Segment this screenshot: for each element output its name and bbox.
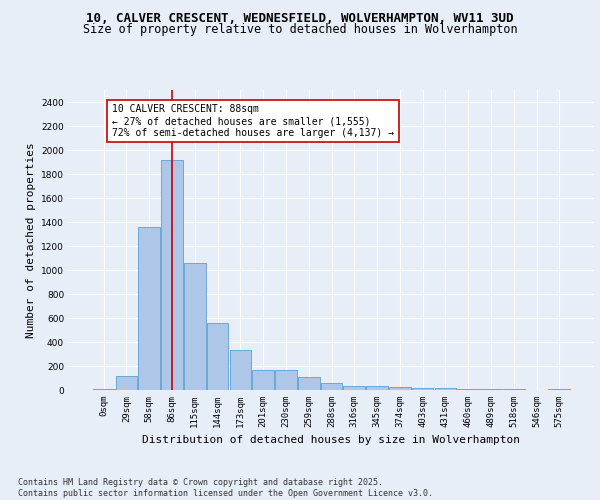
X-axis label: Distribution of detached houses by size in Wolverhampton: Distribution of detached houses by size …: [143, 436, 521, 446]
Bar: [320, 383, 343, 390]
Bar: [161, 160, 183, 390]
Bar: [480, 389, 502, 390]
Text: Size of property relative to detached houses in Wolverhampton: Size of property relative to detached ho…: [83, 22, 517, 36]
Bar: [343, 386, 365, 390]
Bar: [389, 387, 410, 390]
Bar: [366, 386, 388, 390]
Bar: [434, 388, 456, 390]
Bar: [230, 350, 251, 390]
Bar: [253, 370, 274, 390]
Bar: [93, 389, 115, 390]
Bar: [298, 378, 320, 390]
Text: 10, CALVER CRESCENT, WEDNESFIELD, WOLVERHAMPTON, WV11 3UD: 10, CALVER CRESCENT, WEDNESFIELD, WOLVER…: [86, 12, 514, 26]
Bar: [116, 376, 137, 390]
Bar: [275, 370, 297, 390]
Bar: [412, 388, 433, 390]
Text: Contains HM Land Registry data © Crown copyright and database right 2025.
Contai: Contains HM Land Registry data © Crown c…: [18, 478, 433, 498]
Y-axis label: Number of detached properties: Number of detached properties: [26, 142, 35, 338]
Bar: [457, 389, 479, 390]
Bar: [139, 227, 160, 390]
Bar: [207, 323, 229, 390]
Text: 10 CALVER CRESCENT: 88sqm
← 27% of detached houses are smaller (1,555)
72% of se: 10 CALVER CRESCENT: 88sqm ← 27% of detac…: [112, 104, 394, 138]
Bar: [548, 389, 570, 390]
Bar: [184, 263, 206, 390]
